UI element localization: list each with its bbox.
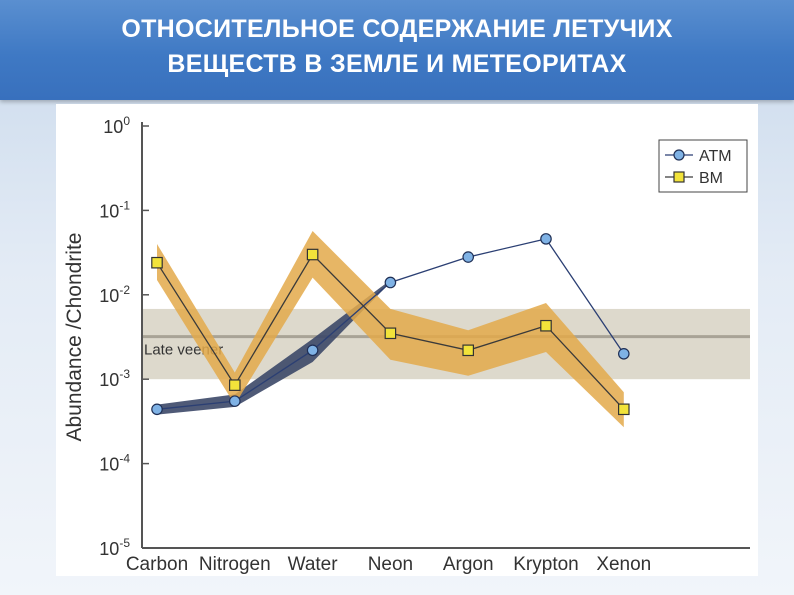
marker-atm-krypton (540, 233, 552, 245)
x-tick-label-water: Water (288, 554, 339, 575)
title-bar: ОТНОСИТЕЛЬНОЕ СОДЕРЖАНИЕ ЛЕТУЧИХ ВЕЩЕСТВ… (0, 0, 794, 100)
y-tick-label-5: 10-5 (99, 536, 130, 559)
legend-box (658, 139, 748, 193)
slide-title-line-2: ВЕЩЕСТВ В ЗЕМЛЕ И МЕТЕОРИТАХ (167, 50, 627, 78)
marker-bm-nitrogen (229, 379, 241, 391)
marker-atm-carbon (151, 403, 163, 416)
marker-bm-argon (462, 344, 474, 357)
marker-bm-neon (384, 327, 397, 340)
x-tick-label-nitrogen: Nitrogen (199, 554, 271, 575)
y-tick-label-2: 10-2 (99, 283, 130, 306)
legend-label-bm: BM (699, 170, 723, 187)
marker-atm-neon (384, 276, 397, 289)
abundance-chart: Late veener 10010-110-210-310-410-5Abund… (63, 114, 750, 575)
marker-bm-water (306, 248, 319, 261)
legend-marker-bm (673, 171, 685, 183)
legend-label-atm: ATM (699, 148, 732, 165)
marker-atm-nitrogen (229, 395, 241, 407)
marker-bm-xenon (617, 403, 630, 416)
y-tick-label-1: 10-1 (99, 198, 130, 221)
x-tick-label-krypton: Krypton (513, 554, 578, 575)
legend-marker-atm (673, 149, 685, 161)
marker-bm-carbon (151, 256, 163, 269)
marker-atm-xenon (617, 347, 630, 360)
x-tick-label-xenon: Xenon (596, 554, 651, 575)
x-tick-label-argon: Argon (443, 554, 494, 575)
y-tick-label-4: 10-4 (99, 452, 130, 475)
axes: 100 10-1 10-2 10-3 10-4 10-5 Abundance /Chondr… (63, 114, 750, 575)
x-tick-label-carbon: Carbon (126, 554, 188, 575)
marker-bm-krypton (540, 319, 552, 332)
chart-panel: Late veener 100 10-1 10-2 10-3 10-4 10-5 Abund… (56, 104, 758, 576)
x-tick-label-neon: Neon (368, 554, 413, 575)
y-axis-label: Abundance /Chondrite (63, 233, 86, 442)
marker-atm-argon (462, 251, 474, 263)
marker-atm-water (306, 344, 319, 357)
legend: ATM BM (658, 139, 748, 193)
series-markers (151, 233, 630, 416)
y-tick-label-0: 100 (103, 114, 130, 137)
slide-title-line-1: ОТНОСИТЕЛЬНОЕ СОДЕРЖАНИЕ ЛЕТУЧИХ (121, 15, 673, 43)
y-tick-label-3: 10-3 (99, 367, 130, 390)
